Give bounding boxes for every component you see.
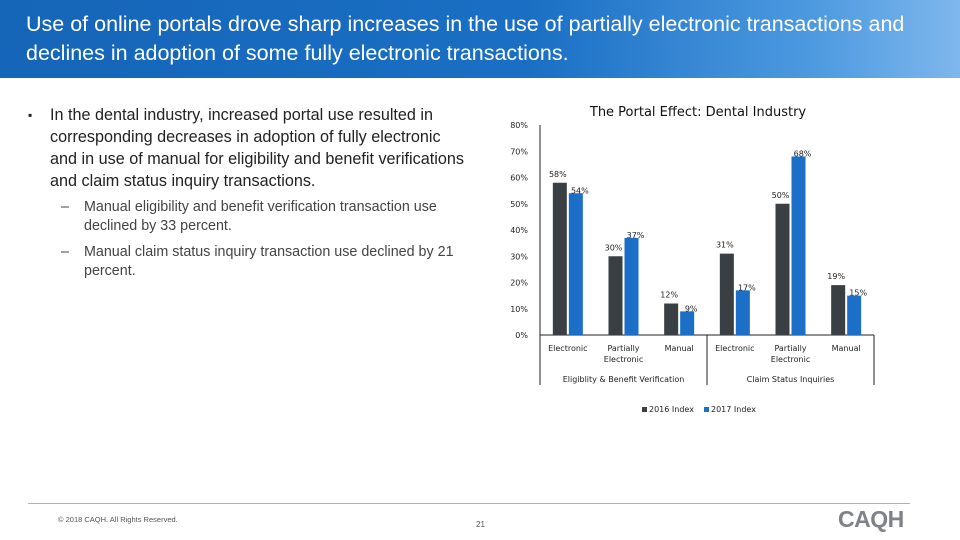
- y-tick-label: 40%: [510, 226, 528, 235]
- y-tick-label: 50%: [510, 200, 528, 209]
- bar-2016: [831, 285, 846, 335]
- x-category-label: Manual: [832, 344, 861, 353]
- bar-2017: [624, 237, 639, 335]
- data-label: 9%: [685, 304, 698, 313]
- legend-swatch: [642, 407, 647, 412]
- bar-2017: [791, 156, 806, 335]
- x-category-label: Electronic: [715, 344, 754, 353]
- sub-bullet: – Manual eligibility and benefit verific…: [28, 198, 468, 236]
- x-group-label: Eligiblity & Benefit Verification: [563, 375, 685, 384]
- footer-divider: [28, 503, 910, 504]
- y-tick-label: 0%: [515, 331, 528, 340]
- caqh-logo: CAQH: [838, 506, 904, 532]
- legend-label: 2017 Index: [711, 405, 756, 414]
- page-number: 21: [476, 520, 485, 529]
- data-label: 15%: [849, 289, 867, 298]
- sub-bullet-text: Manual eligibility and benefit verificat…: [84, 199, 437, 234]
- data-label: 17%: [738, 283, 756, 292]
- x-group-label: Claim Status Inquiries: [747, 375, 835, 384]
- slide-title: Use of online portals drove sharp increa…: [26, 12, 905, 65]
- bar-chart: The Portal Effect: Dental Industry 0% 10% 2…: [500, 95, 880, 425]
- bar-2017: [568, 193, 583, 335]
- bullet-main: ▪ In the dental industry, increased port…: [28, 104, 468, 192]
- square-bullet-icon: ▪: [28, 108, 33, 122]
- bar-2017: [680, 311, 695, 335]
- header-banner: Use of online portals drove sharp increa…: [0, 0, 960, 78]
- dash-bullet-icon: –: [61, 244, 69, 260]
- y-tick-label: 30%: [510, 252, 528, 261]
- dash-bullet-icon: –: [61, 199, 69, 215]
- x-category-label: Electronic: [604, 355, 643, 364]
- bar-2016: [719, 253, 734, 335]
- x-category-label: Partially: [774, 344, 806, 353]
- copyright-text: © 2018 CAQH. All Rights Reserved.: [58, 515, 178, 524]
- data-label: 50%: [772, 191, 790, 200]
- legend-swatch: [704, 407, 709, 412]
- data-label: 19%: [827, 272, 845, 281]
- data-label: 31%: [716, 241, 734, 250]
- y-tick-label: 80%: [510, 121, 528, 130]
- chart-canvas: The Portal Effect: Dental Industry 0% 10% 2…: [510, 105, 875, 414]
- data-label: 58%: [549, 170, 567, 179]
- bullet-main-text: In the dental industry, increased portal…: [50, 106, 464, 190]
- y-tick-label: 10%: [510, 305, 528, 314]
- x-category-label: Manual: [665, 344, 694, 353]
- bar-2016: [664, 303, 679, 335]
- sub-bullet: – Manual claim status inquiry transactio…: [28, 243, 468, 281]
- y-tick-label: 60%: [510, 174, 528, 183]
- y-tick-label: 20%: [510, 279, 528, 288]
- bar-2016: [552, 182, 567, 335]
- x-category-label: Partially: [607, 344, 639, 353]
- data-label: 54%: [571, 186, 589, 195]
- bar-2016: [775, 203, 790, 335]
- bullet-list: ▪ In the dental industry, increased port…: [28, 104, 468, 281]
- bar-2016: [608, 256, 623, 335]
- data-label: 68%: [794, 150, 812, 159]
- data-label: 37%: [627, 231, 645, 240]
- bar-2017: [847, 295, 862, 335]
- chart-title: The Portal Effect: Dental Industry: [589, 105, 807, 120]
- sub-bullet-text: Manual claim status inquiry transaction …: [84, 244, 454, 279]
- x-category-label: Electronic: [771, 355, 810, 364]
- bar-2017: [735, 290, 750, 335]
- legend-label: 2016 Index: [649, 405, 694, 414]
- data-label: 30%: [605, 243, 623, 252]
- x-category-label: Electronic: [548, 344, 587, 353]
- y-tick-label: 70%: [510, 147, 528, 156]
- data-label: 12%: [660, 291, 678, 300]
